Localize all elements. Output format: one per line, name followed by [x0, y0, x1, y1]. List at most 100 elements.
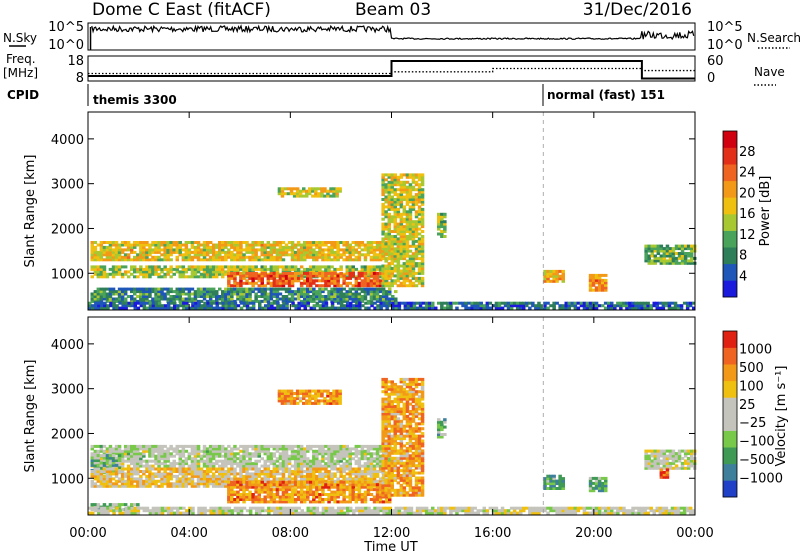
power-cell: [254, 248, 258, 252]
power-cell: [296, 241, 301, 244]
velocity-cell: [272, 493, 277, 496]
velocity-cell: [230, 462, 234, 466]
velocity-cell: [342, 495, 346, 499]
power-cell: [573, 301, 578, 305]
velocity-cell: [196, 479, 201, 483]
velocity-cell: [111, 477, 116, 481]
velocity-cell: [299, 472, 304, 476]
power-cell: [269, 243, 274, 247]
power-cell: [411, 198, 416, 201]
power-cell: [99, 275, 104, 279]
power-cell: [440, 217, 444, 221]
power-cell: [169, 287, 173, 291]
velocity-cell: [360, 449, 365, 453]
power-cell: [105, 250, 110, 254]
power-cell: [154, 245, 158, 249]
power-cell: [381, 207, 385, 211]
power-cell: [399, 200, 404, 204]
power-cell: [106, 304, 110, 308]
power-cell: [126, 258, 131, 262]
power-cell: [399, 235, 404, 238]
power-cell: [108, 248, 113, 252]
power-cell: [354, 287, 359, 291]
velocity-cell: [208, 479, 213, 483]
velocity-cell: [336, 449, 340, 453]
velocity-cell: [163, 452, 167, 456]
power-cell: [221, 297, 225, 301]
power-cell: [120, 292, 125, 296]
velocity-cell: [357, 452, 362, 456]
power-cell: [111, 299, 116, 303]
power-cell: [281, 253, 286, 257]
velocity-cell: [366, 452, 371, 456]
power-cell: [321, 301, 326, 305]
velocity-cell: [169, 482, 173, 486]
velocity-cell: [227, 449, 231, 453]
power-cell: [376, 304, 380, 308]
power-cell: [393, 205, 397, 209]
power-cell: [405, 259, 410, 263]
velocity-cell: [136, 484, 140, 488]
power-cell: [534, 304, 538, 308]
velocity-cell: [324, 493, 328, 496]
power-cell: [120, 290, 125, 294]
velocity-cell: [227, 444, 231, 448]
velocity-cell: [321, 452, 325, 456]
velocity-cell: [187, 467, 192, 471]
power-cell: [290, 274, 295, 278]
velocity-cell: [303, 454, 307, 458]
velocity-cell: [142, 447, 146, 451]
power-cell: [281, 248, 286, 252]
power-cell: [417, 198, 422, 201]
power-cell: [381, 230, 385, 233]
power-cell: [321, 271, 325, 275]
velocity-cell: [306, 482, 310, 486]
velocity-cell: [378, 470, 383, 473]
power-cell: [327, 290, 331, 294]
velocity-cell: [342, 493, 346, 496]
power-cell: [260, 250, 264, 254]
power-cell: [427, 304, 432, 308]
velocity-cell: [184, 479, 189, 483]
power-cell: [375, 295, 380, 298]
power-cell: [263, 245, 267, 249]
power-cell: [381, 232, 385, 236]
velocity-cell: [157, 467, 161, 471]
power-cell: [537, 301, 541, 305]
power-cell: [420, 249, 425, 253]
power-cell: [248, 281, 252, 285]
velocity-cell: [366, 477, 371, 481]
velocity-cell: [227, 490, 231, 494]
velocity-cell: [93, 454, 98, 458]
power-cell: [105, 272, 110, 276]
velocity-cell: [114, 452, 119, 456]
velocity-cell: [254, 488, 258, 492]
velocity-cell: [239, 470, 243, 473]
power-cell: [411, 262, 416, 266]
power-cell: [387, 281, 391, 285]
power-cell: [358, 304, 362, 308]
velocity-region-3: [227, 480, 392, 504]
velocity-cell: [318, 477, 322, 481]
velocity-cell: [318, 482, 322, 486]
power-cell: [299, 274, 304, 278]
power-cell: [393, 264, 397, 268]
power-cell: [619, 304, 623, 308]
power-cell: [184, 292, 189, 296]
velocity-cell: [275, 480, 280, 484]
power-cell: [242, 248, 246, 252]
power-cell: [390, 183, 394, 187]
velocity-cell: [306, 480, 310, 484]
velocity-cell: [306, 472, 310, 476]
velocity-cell: [221, 484, 225, 488]
velocity-cell: [181, 452, 186, 456]
nave-tick-bottom: 0: [707, 71, 715, 86]
velocity-cell: [360, 483, 365, 487]
power-cell: [400, 301, 405, 305]
power-cell: [424, 304, 429, 308]
power-cell: [293, 250, 298, 254]
power-cell: [190, 275, 195, 279]
velocity-cell: [133, 472, 137, 476]
velocity-cell: [151, 444, 155, 448]
velocity-cell: [278, 495, 283, 499]
